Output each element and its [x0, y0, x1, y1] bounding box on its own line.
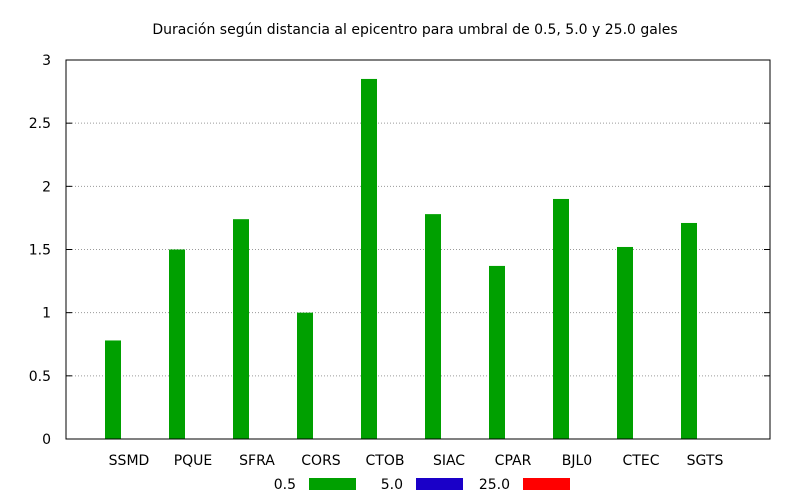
legend: 0.5 5.0 25.0: [274, 477, 570, 493]
y-tick-label: 2: [42, 179, 51, 195]
x-tick-label: SSMD: [109, 453, 150, 469]
legend-label: 5.0: [381, 477, 403, 493]
bar-ctec-series-0: [617, 246, 633, 439]
y-tick-label: 1.5: [29, 243, 51, 259]
x-tick-label: BJL0: [562, 453, 592, 469]
x-tick-label: PQUE: [174, 453, 213, 469]
legend-swatch: [309, 478, 356, 490]
bar-cpar-series-0: [489, 265, 505, 439]
legend-swatch: [523, 478, 570, 490]
x-tick-label: SFRA: [239, 453, 275, 469]
y-tick-label: 1: [42, 306, 51, 322]
x-tick-label: CORS: [301, 453, 341, 469]
y-tick-label: 0: [42, 432, 51, 448]
bar-sgts-series-0: [681, 222, 697, 439]
bar-bjl0-series-0: [553, 198, 569, 439]
bar-ssmd-series-0: [105, 340, 121, 439]
x-tick-label: CTOB: [366, 453, 405, 469]
legend-swatch: [416, 478, 463, 490]
y-tick-label: 2.5: [29, 116, 51, 132]
x-tick-label: SIAC: [433, 453, 465, 469]
y-tick-label: 0.5: [29, 369, 51, 385]
x-axis-ticks: SSMD PQUE SFRA CORS CTOB SIAC CPAR BJL0 CTEC SGTS: [109, 453, 724, 469]
bar-siac-series-0: [425, 214, 441, 439]
bars: [105, 78, 697, 439]
chart-title: Duración según distancia al epicentro pa…: [152, 22, 677, 38]
legend-label: 25.0: [479, 477, 510, 493]
legend-label: 0.5: [274, 477, 296, 493]
bar-ctob-series-0: [361, 78, 377, 439]
x-tick-label: CPAR: [495, 453, 532, 469]
x-tick-label: SGTS: [687, 453, 724, 469]
bar-pque-series-0: [169, 249, 185, 439]
bar-cors-series-0: [297, 312, 313, 439]
bar-sfra-series-0: [233, 219, 249, 439]
y-tick-label: 3: [42, 53, 51, 69]
x-tick-label: CTEC: [623, 453, 660, 469]
y-axis-ticks: 0 0.5 1 1.5 2 2.5 3: [29, 53, 770, 448]
